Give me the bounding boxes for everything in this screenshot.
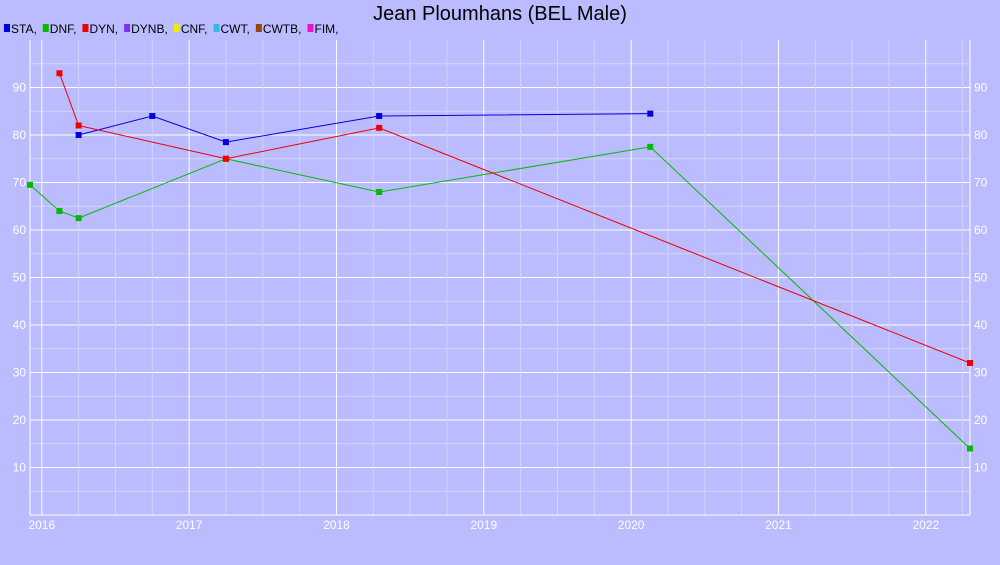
legend-swatch bbox=[82, 24, 89, 32]
y-tick-label-right: 60 bbox=[974, 223, 988, 237]
legend-swatch bbox=[255, 24, 262, 32]
legend-swatch bbox=[173, 24, 180, 32]
y-tick-label-left: 40 bbox=[13, 318, 27, 332]
data-point bbox=[967, 445, 973, 452]
data-point bbox=[222, 155, 229, 162]
y-tick-label-left: 20 bbox=[13, 413, 27, 427]
x-tick-label: 2016 bbox=[28, 518, 55, 532]
chart-title: Jean Ploumhans (BEL Male) bbox=[373, 3, 627, 25]
data-point bbox=[75, 132, 82, 138]
data-point bbox=[647, 110, 654, 117]
legend: STA, DNF, DYN, DYNB, CNF, CWT, CWTB, FIM, bbox=[4, 22, 338, 36]
y-tick-label-right: 20 bbox=[974, 413, 988, 427]
data-point bbox=[222, 139, 229, 146]
y-tick-label-left: 60 bbox=[13, 223, 27, 237]
x-tick-label: 2018 bbox=[323, 518, 350, 532]
data-point bbox=[376, 113, 383, 119]
series-dyn bbox=[56, 70, 973, 366]
y-tick-label-left: 30 bbox=[13, 366, 27, 380]
legend-swatch bbox=[213, 24, 220, 32]
data-point bbox=[376, 189, 383, 195]
y-tick-label-left: 80 bbox=[13, 128, 27, 142]
y-tick-label-left: 90 bbox=[13, 81, 27, 95]
x-tick-label: 2020 bbox=[618, 518, 645, 532]
data-point bbox=[376, 124, 383, 131]
y-tick-label-right: 10 bbox=[974, 461, 988, 475]
grid bbox=[30, 40, 970, 515]
legend-label: CNF, bbox=[181, 22, 208, 36]
x-tick-label: 2021 bbox=[765, 518, 792, 532]
legend-swatch bbox=[4, 24, 10, 32]
x-tick-label: 2022 bbox=[912, 518, 939, 532]
y-tick-label-left: 70 bbox=[13, 176, 27, 190]
x-tick-label: 2019 bbox=[470, 518, 497, 532]
data-point bbox=[27, 181, 33, 188]
series-layer bbox=[27, 70, 973, 452]
y-tick-label-left: 10 bbox=[13, 461, 27, 475]
y-tick-label-right: 40 bbox=[974, 318, 988, 332]
data-point bbox=[75, 122, 82, 129]
y-tick-label-right: 30 bbox=[974, 366, 988, 380]
legend-swatch bbox=[124, 24, 131, 32]
data-point bbox=[967, 360, 973, 366]
y-tick-label-right: 70 bbox=[974, 176, 988, 190]
data-point bbox=[56, 208, 63, 214]
y-tick-label-left: 50 bbox=[13, 271, 27, 285]
legend-swatch bbox=[307, 24, 314, 32]
legend-label: CWT, bbox=[220, 22, 249, 36]
y-tick-label-right: 80 bbox=[974, 128, 988, 142]
legend-label: DYN, bbox=[89, 22, 118, 36]
data-point bbox=[647, 143, 654, 150]
data-point bbox=[56, 70, 63, 77]
y-tick-label-right: 50 bbox=[974, 271, 988, 285]
legend-label: DNF, bbox=[50, 22, 77, 36]
legend-label: STA, bbox=[11, 22, 37, 36]
x-tick-label: 2017 bbox=[176, 518, 203, 532]
y-tick-label-right: 90 bbox=[974, 81, 988, 95]
legend-swatch bbox=[42, 24, 49, 32]
series-sta bbox=[75, 110, 654, 146]
legend-label: CWTB, bbox=[263, 22, 302, 36]
data-point bbox=[149, 113, 156, 119]
data-point bbox=[75, 215, 82, 222]
legend-label: DYNB, bbox=[131, 22, 168, 36]
legend-label: FIM, bbox=[314, 22, 338, 36]
